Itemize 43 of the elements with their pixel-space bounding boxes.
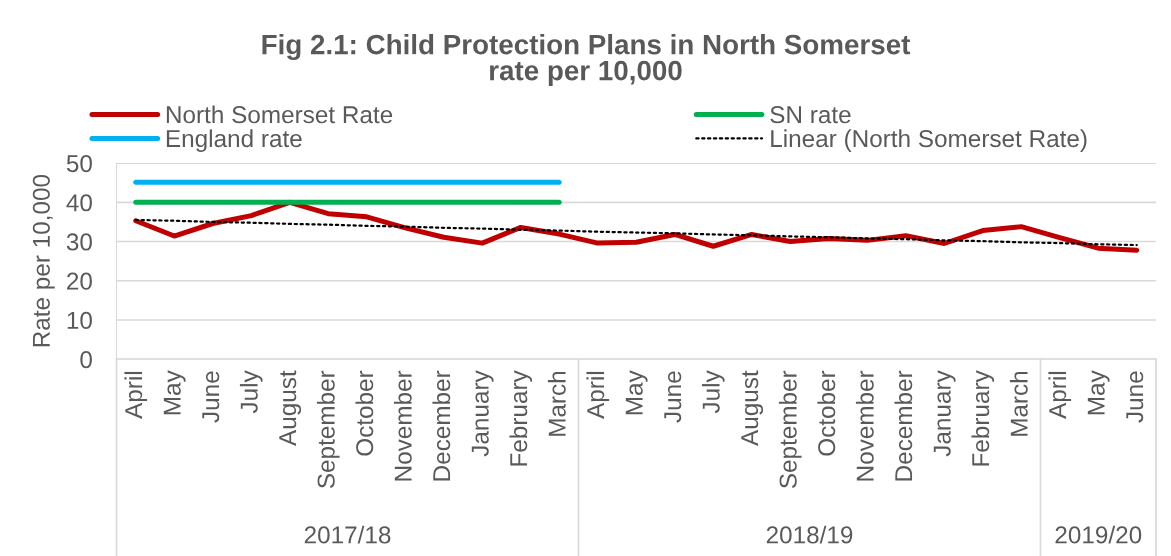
x-tick-label: May [163, 370, 186, 415]
legend-label: SN rate [770, 106, 851, 124]
text: 2018/19 [766, 525, 853, 544]
x-tick-label: January [471, 370, 494, 457]
text: 2019/20 [1055, 525, 1142, 544]
y-tick-label: 10 [67, 311, 92, 330]
x-tick-label: September [316, 370, 340, 489]
x-tick-label: April [1048, 371, 1072, 419]
line-series [134, 218, 1138, 247]
x-tick-label: March [1009, 371, 1028, 436]
x-tick-label: July [239, 370, 263, 414]
x-tick-label: May [1087, 370, 1110, 415]
x-tick-label: July [701, 370, 725, 414]
y-tick-label: 50 [66, 154, 92, 173]
x-tick-label: February [509, 370, 533, 466]
x-tick-label: June [202, 371, 220, 423]
x-tick-label: October [355, 370, 374, 456]
y-tick-label: 30 [66, 233, 92, 251]
x-tick-label: August [279, 370, 302, 446]
chart-title: Fig 2.1: Child Protection Plans in North Somerset rate per 10,000 [262, 34, 911, 86]
x-tick-label: October [817, 370, 836, 456]
x-tick-label: February [971, 370, 995, 466]
legend-label: England rate [166, 129, 302, 152]
x-tick-label: April [586, 371, 610, 419]
y-tick-label: 0 [80, 351, 92, 369]
x-tick-label: December [894, 370, 913, 481]
x-tick-label: August [741, 370, 764, 446]
x-tick-label: June [1126, 371, 1144, 423]
x-tick-label: December [432, 370, 451, 481]
y-tick-label: 20 [67, 272, 92, 290]
x-tick-label: April [124, 371, 148, 419]
y-axis-title: Rate per 10,000 [32, 174, 55, 347]
x-tick-label: March [547, 371, 566, 436]
x-tick-label: May [625, 370, 648, 415]
legend-label: Linear (North Somerset Rate) [771, 129, 1087, 152]
x-tick-label: June [664, 371, 682, 423]
x-tick-label: September [778, 370, 802, 489]
x-tick-label: November [393, 370, 412, 481]
y-tick-label: 40 [66, 194, 92, 212]
x-tick-label: November [855, 370, 874, 481]
x-tick-label: January [933, 370, 956, 457]
legend-label: North Somerset Rate [166, 105, 393, 124]
text: 2017/18 [304, 525, 391, 544]
